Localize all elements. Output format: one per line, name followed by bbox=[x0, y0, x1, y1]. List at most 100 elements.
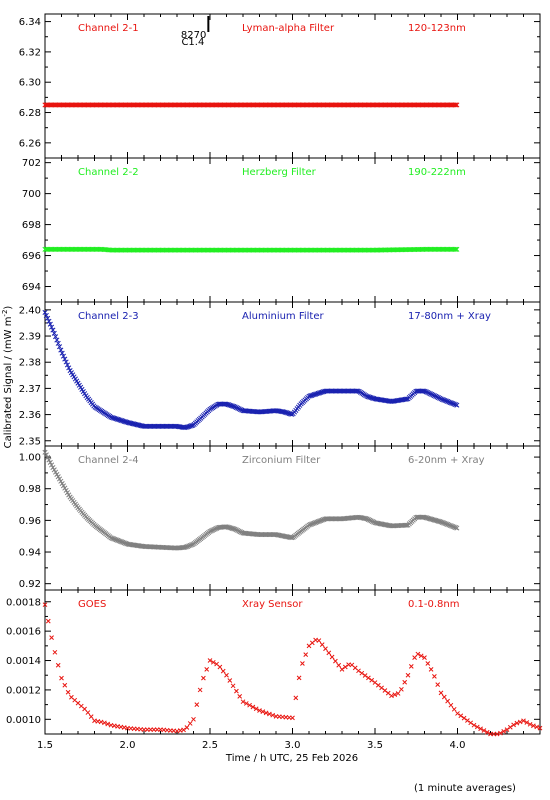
data-point bbox=[422, 655, 427, 660]
data-point bbox=[201, 675, 206, 681]
data-point bbox=[240, 699, 246, 705]
data-point bbox=[318, 518, 324, 524]
data-point bbox=[336, 662, 342, 668]
data-point bbox=[112, 536, 118, 542]
y-tick-label: 0.0016 bbox=[6, 627, 41, 638]
data-point bbox=[445, 521, 451, 528]
y-tick-label: 1.00 bbox=[19, 453, 41, 464]
data-point bbox=[45, 618, 51, 624]
data-point bbox=[231, 403, 237, 409]
data-point bbox=[412, 655, 417, 660]
data-point bbox=[455, 711, 460, 716]
x-tick-label: 2.5 bbox=[202, 740, 218, 751]
data-point bbox=[314, 519, 320, 525]
data-point bbox=[220, 668, 226, 674]
data-point bbox=[323, 646, 328, 652]
data-point bbox=[183, 544, 189, 550]
data-point bbox=[115, 537, 121, 543]
y-tick-label: 6.28 bbox=[19, 108, 41, 119]
y-tick-label: 698 bbox=[22, 220, 41, 231]
data-point bbox=[270, 712, 276, 718]
data-point bbox=[113, 537, 119, 543]
data-point bbox=[404, 522, 410, 528]
data-point bbox=[484, 729, 490, 735]
data-point bbox=[52, 649, 58, 655]
y-tick-label: 2.37 bbox=[19, 384, 41, 395]
y-axis-label: Calibrated Signal / (mW m-2) bbox=[1, 306, 14, 449]
data-point bbox=[531, 723, 536, 729]
panel-channel-label: Channel 2-3 bbox=[78, 311, 139, 322]
data-point bbox=[230, 683, 236, 689]
data-point bbox=[449, 400, 455, 406]
y-tick-label: 0.92 bbox=[19, 579, 41, 590]
data-point bbox=[50, 464, 56, 471]
data-point bbox=[102, 720, 107, 726]
data-point bbox=[319, 517, 325, 523]
data-point bbox=[451, 401, 457, 407]
data-point bbox=[119, 539, 125, 545]
data-point bbox=[369, 677, 375, 683]
y-tick-label: 694 bbox=[22, 282, 41, 293]
panel-1: 6.26 6.28 6.30 6.32 6.34 Channel 2-1 Lyman-alp… bbox=[19, 13, 541, 159]
data-point bbox=[504, 727, 510, 732]
panel-frame bbox=[44, 13, 541, 159]
data-point bbox=[438, 396, 444, 402]
data-point bbox=[49, 324, 55, 330]
data-point bbox=[197, 687, 203, 693]
data-point bbox=[471, 722, 477, 728]
data-point bbox=[250, 704, 256, 710]
data-point bbox=[438, 690, 444, 696]
data-point bbox=[185, 543, 191, 549]
data-point bbox=[317, 518, 323, 524]
data-point bbox=[45, 454, 51, 460]
data-point bbox=[439, 396, 445, 402]
data-point bbox=[311, 520, 317, 526]
data-point bbox=[194, 702, 200, 707]
data-point bbox=[56, 344, 63, 350]
y-tick-label: 2.35 bbox=[19, 436, 41, 447]
data-point bbox=[267, 711, 272, 717]
data-point bbox=[217, 664, 223, 670]
panel-5: 0.0010 0.0012 0.0014 0.0016 0.0018 GOES Xray S… bbox=[6, 589, 543, 737]
panel-filter-label: Aluminium Filter bbox=[242, 311, 325, 322]
y-tick-label: 2.39 bbox=[19, 332, 41, 343]
data-point bbox=[454, 402, 460, 408]
panel-band-label: 0.1-0.8nm bbox=[408, 599, 460, 610]
data-point bbox=[231, 526, 237, 532]
data-point bbox=[329, 654, 335, 660]
data-point bbox=[481, 728, 487, 733]
data-point bbox=[438, 519, 444, 525]
data-point bbox=[452, 402, 459, 408]
data-point bbox=[186, 543, 192, 549]
data-point bbox=[55, 340, 61, 346]
panel-band-label: 17-80nm + Xray bbox=[408, 311, 491, 322]
data-point bbox=[59, 675, 64, 681]
data-point bbox=[227, 678, 233, 683]
data-point bbox=[441, 694, 447, 700]
data-point bbox=[204, 666, 210, 672]
y-tick-label: 6.32 bbox=[19, 47, 41, 58]
data-point bbox=[191, 716, 196, 722]
data-point bbox=[465, 718, 470, 723]
data-point bbox=[415, 651, 421, 657]
x-tick-label: 4.0 bbox=[450, 740, 466, 751]
data-point bbox=[82, 706, 87, 712]
data-point bbox=[187, 542, 193, 548]
y-tick-label: 700 bbox=[22, 189, 41, 200]
y-tick-label: 0.98 bbox=[19, 484, 41, 495]
data-point bbox=[108, 535, 114, 541]
data-point bbox=[315, 519, 321, 525]
panel-frame bbox=[44, 445, 541, 591]
data-point bbox=[50, 327, 56, 333]
data-point bbox=[458, 713, 464, 719]
data-point bbox=[355, 388, 361, 394]
data-point bbox=[474, 724, 480, 730]
y-tick-label: 2.40 bbox=[19, 305, 41, 316]
data-point bbox=[494, 731, 500, 737]
data-point bbox=[59, 350, 65, 356]
data-point bbox=[293, 695, 299, 701]
y-tick-label: 2.38 bbox=[19, 358, 41, 369]
data-point bbox=[439, 519, 445, 526]
data-point bbox=[62, 682, 68, 688]
